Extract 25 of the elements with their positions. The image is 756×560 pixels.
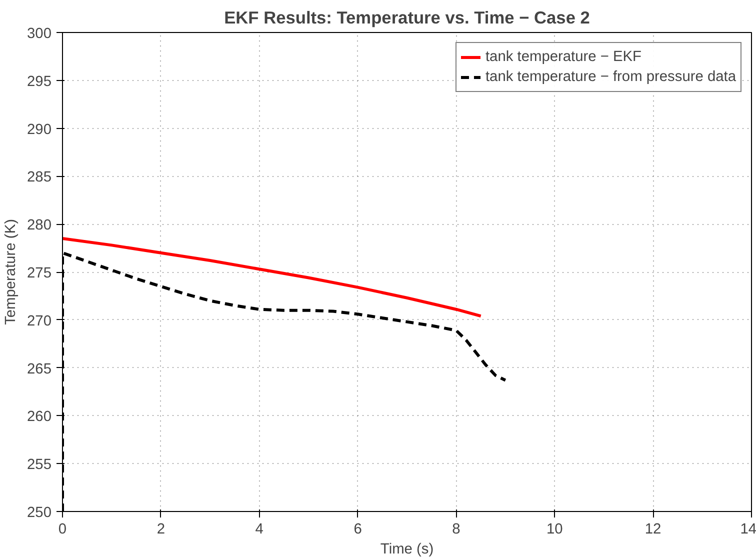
chart-title: EKF Results: Temperature vs. Time − Case 2 bbox=[224, 8, 590, 28]
y-tick-label: 260 bbox=[27, 409, 52, 426]
y-tick-label: 275 bbox=[27, 266, 52, 282]
y-tick-label: 270 bbox=[27, 313, 52, 330]
x-tick-label: 6 bbox=[354, 522, 362, 538]
y-tick-label: 290 bbox=[27, 122, 52, 138]
x-tick-label: 0 bbox=[58, 522, 67, 538]
line-series bbox=[62, 236, 482, 318]
y-tick-label: 250 bbox=[27, 505, 52, 521]
x-tick-label: 12 bbox=[644, 522, 662, 538]
y-tick-label: 265 bbox=[27, 361, 52, 378]
x-axis-title: Time (s) bbox=[380, 542, 434, 558]
legend-label: tank temperature − EKF bbox=[485, 49, 642, 65]
y-tick-label: 295 bbox=[27, 74, 52, 90]
y-axis-title: Temperature (K) bbox=[3, 219, 20, 325]
x-tick-label: 10 bbox=[546, 522, 563, 538]
y-tick-label: 280 bbox=[27, 218, 52, 234]
y-tick-label: 300 bbox=[27, 26, 52, 42]
x-tick-label: 4 bbox=[255, 522, 264, 538]
y-tick-label: 255 bbox=[27, 457, 52, 474]
x-tick-label: 2 bbox=[156, 522, 166, 538]
x-tick-label: 14 bbox=[740, 522, 756, 538]
legend-label: tank temperature − from pressure data bbox=[485, 69, 736, 85]
x-tick-label: 8 bbox=[452, 522, 460, 538]
y-tick-label: 285 bbox=[27, 170, 52, 186]
